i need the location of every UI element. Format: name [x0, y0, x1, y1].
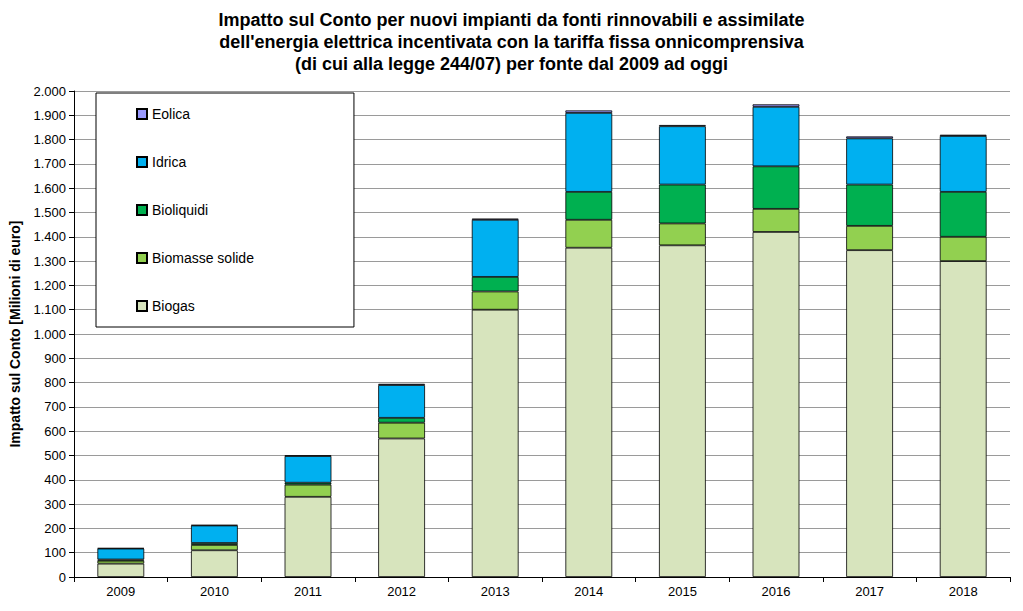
svg-text:Impatto sul Conto [Milioni di: Impatto sul Conto [Milioni di euro]: [7, 220, 23, 447]
svg-text:2013: 2013: [481, 584, 510, 599]
svg-text:100: 100: [44, 545, 66, 560]
svg-text:2009: 2009: [106, 584, 135, 599]
svg-text:1.800: 1.800: [33, 132, 66, 147]
svg-text:1.200: 1.200: [33, 278, 66, 293]
svg-text:1.300: 1.300: [33, 254, 66, 269]
svg-text:2015: 2015: [668, 584, 697, 599]
svg-text:400: 400: [44, 472, 66, 487]
svg-text:1.700: 1.700: [33, 156, 66, 171]
svg-text:300: 300: [44, 497, 66, 512]
svg-text:Bioliquidi: Bioliquidi: [152, 202, 208, 218]
svg-text:700: 700: [44, 399, 66, 414]
svg-text:Biomasse solide: Biomasse solide: [152, 250, 254, 266]
svg-text:Idrica: Idrica: [152, 154, 186, 170]
svg-text:0: 0: [59, 570, 66, 585]
svg-text:2014: 2014: [574, 584, 603, 599]
svg-text:2.000: 2.000: [33, 84, 66, 99]
svg-text:1.900: 1.900: [33, 108, 66, 123]
svg-text:(di cui alla legge 244/07) per: (di cui alla legge 244/07) per fonte dal…: [295, 54, 728, 74]
svg-text:1.400: 1.400: [33, 229, 66, 244]
svg-text:200: 200: [44, 521, 66, 536]
svg-text:800: 800: [44, 375, 66, 390]
svg-text:1.000: 1.000: [33, 327, 66, 342]
svg-text:Biogas: Biogas: [152, 298, 195, 314]
svg-text:600: 600: [44, 424, 66, 439]
svg-text:1.600: 1.600: [33, 181, 66, 196]
svg-text:2017: 2017: [855, 584, 884, 599]
svg-text:900: 900: [44, 351, 66, 366]
svg-text:Impatto sul Conto per nuovi im: Impatto sul Conto per nuovi impianti da …: [218, 10, 804, 30]
svg-text:2018: 2018: [949, 584, 978, 599]
svg-text:2012: 2012: [387, 584, 416, 599]
svg-text:500: 500: [44, 448, 66, 463]
svg-text:2011: 2011: [294, 584, 322, 599]
svg-text:Eolica: Eolica: [152, 106, 190, 122]
svg-text:1.500: 1.500: [33, 205, 66, 220]
svg-text:2016: 2016: [762, 584, 791, 599]
svg-text:1.100: 1.100: [33, 302, 66, 317]
svg-text:dell'energia elettrica incenti: dell'energia elettrica incentivata con l…: [219, 32, 804, 52]
svg-text:2010: 2010: [200, 584, 229, 599]
